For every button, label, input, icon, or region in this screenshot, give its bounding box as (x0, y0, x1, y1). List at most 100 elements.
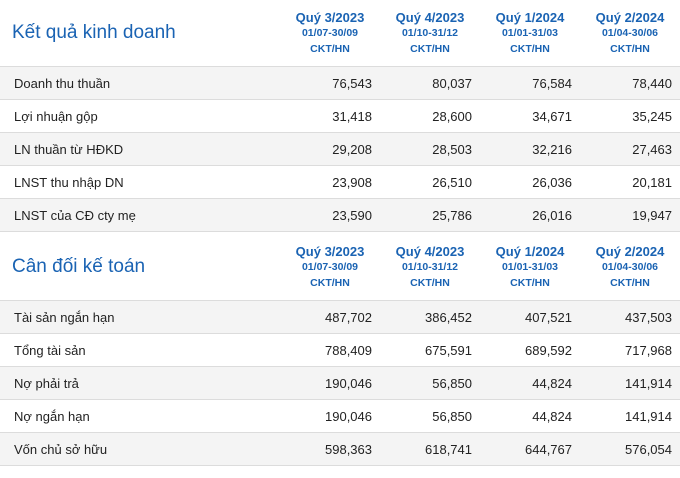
column-header-q2-2024[interactable]: Quý 2/2024 01/04-30/06 CKT/HN (580, 0, 680, 66)
row-label: LNST thu nhập DN (14, 174, 124, 190)
business-results-header: Kết quả kinh doanh Quý 3/2023 01/07-30/0… (0, 0, 680, 66)
column-unit: CKT/HN (310, 276, 350, 289)
column-quarter: Quý 4/2023 (395, 9, 465, 25)
column-quarter: Quý 1/2024 (495, 243, 565, 259)
column-range: 01/01-31/03 (501, 26, 559, 39)
column-range: 01/07-30/09 (301, 26, 359, 39)
row-value: 675,591 (425, 342, 472, 358)
column-range: 01/04-30/06 (601, 260, 659, 273)
row-value: 76,543 (332, 75, 372, 91)
row-value: 28,503 (432, 141, 472, 157)
business-results-title: Kết quả kinh doanh (12, 22, 176, 43)
column-quarter: Quý 3/2023 (295, 243, 365, 259)
column-header-q1-2024[interactable]: Quý 1/2024 01/01-31/03 CKT/HN (480, 0, 580, 66)
column-unit: CKT/HN (610, 42, 650, 55)
row-value: 190,046 (325, 375, 372, 391)
row-value: 26,036 (532, 174, 572, 190)
row-value: 32,216 (532, 141, 572, 157)
row-value: 25,786 (432, 207, 472, 223)
table-row[interactable]: LN thuần từ HĐKD 29,208 28,503 32,216 27… (0, 132, 680, 165)
row-value: 386,452 (425, 309, 472, 325)
row-value: 44,824 (532, 375, 572, 391)
column-quarter: Quý 1/2024 (495, 9, 565, 25)
row-value: 26,510 (432, 174, 472, 190)
row-value: 44,824 (532, 408, 572, 424)
balance-sheet-header: Cân đối kế toán Quý 3/2023 01/07-30/09 C… (0, 234, 680, 300)
table-row[interactable]: Tổng tài sản 788,409 675,591 689,592 717… (0, 333, 680, 366)
row-value: 190,046 (325, 408, 372, 424)
row-value: 788,409 (325, 342, 372, 358)
row-label: Vốn chủ sở hữu (14, 441, 108, 457)
row-value: 35,245 (632, 108, 672, 124)
row-value: 23,590 (332, 207, 372, 223)
table-row[interactable]: Lợi nhuận gộp 31,418 28,600 34,671 35,24… (0, 99, 680, 132)
column-unit: CKT/HN (610, 276, 650, 289)
column-header-q4-2023[interactable]: Quý 4/2023 01/10-31/12 CKT/HN (380, 0, 480, 66)
row-value: 644,767 (525, 441, 572, 457)
table-row[interactable]: Doanh thu thuần 76,543 80,037 76,584 78,… (0, 66, 680, 99)
table-row[interactable]: LNST thu nhập DN 23,908 26,510 26,036 20… (0, 165, 680, 198)
table-row[interactable]: Nợ phải trả 190,046 56,850 44,824 141,91… (0, 366, 680, 399)
column-quarter: Quý 2/2024 (595, 243, 665, 259)
row-value: 141,914 (625, 408, 672, 424)
column-unit: CKT/HN (310, 42, 350, 55)
row-value: 141,914 (625, 375, 672, 391)
row-value: 689,592 (525, 342, 572, 358)
business-results-section: Kết quả kinh doanh Quý 3/2023 01/07-30/0… (0, 0, 680, 232)
column-unit: CKT/HN (510, 276, 550, 289)
table-row[interactable]: LNST của CĐ cty mẹ 23,590 25,786 26,016 … (0, 198, 680, 232)
table-row[interactable]: Tài sản ngắn hạn 487,702 386,452 407,521… (0, 300, 680, 333)
column-quarter: Quý 3/2023 (295, 9, 365, 25)
row-value: 34,671 (532, 108, 572, 124)
column-unit: CKT/HN (510, 42, 550, 55)
row-value: 19,947 (632, 207, 672, 223)
row-label: Doanh thu thuần (14, 75, 111, 91)
row-value: 576,054 (625, 441, 672, 457)
row-value: 56,850 (432, 408, 472, 424)
balance-sheet-section: Cân đối kế toán Quý 3/2023 01/07-30/09 C… (0, 234, 680, 466)
row-value: 26,016 (532, 207, 572, 223)
row-label: Nợ ngắn hạn (14, 408, 90, 424)
row-value: 31,418 (332, 108, 372, 124)
balance-sheet-title: Cân đối kế toán (12, 256, 146, 277)
row-value: 78,440 (632, 75, 672, 91)
row-label: Lợi nhuận gộp (14, 108, 98, 124)
row-value: 487,702 (325, 309, 372, 325)
column-header-q3-2023[interactable]: Quý 3/2023 01/07-30/09 CKT/HN (280, 0, 380, 66)
column-range: 01/10-31/12 (401, 26, 459, 39)
row-label: LN thuần từ HĐKD (14, 141, 124, 157)
table-row[interactable]: Nợ ngắn hạn 190,046 56,850 44,824 141,91… (0, 399, 680, 432)
row-value: 27,463 (632, 141, 672, 157)
row-label: Nợ phải trả (14, 375, 79, 391)
column-range: 01/10-31/12 (401, 260, 459, 273)
column-header-q1-2024[interactable]: Quý 1/2024 01/01-31/03 CKT/HN (480, 234, 580, 300)
row-label: LNST của CĐ cty mẹ (14, 207, 136, 223)
column-quarter: Quý 4/2023 (395, 243, 465, 259)
row-label: Tổng tài sản (14, 342, 86, 358)
row-value: 20,181 (632, 174, 672, 190)
column-header-q2-2024[interactable]: Quý 2/2024 01/04-30/06 CKT/HN (580, 234, 680, 300)
row-value: 76,584 (532, 75, 572, 91)
row-value: 80,037 (432, 75, 472, 91)
column-header-q3-2023[interactable]: Quý 3/2023 01/07-30/09 CKT/HN (280, 234, 380, 300)
row-value: 23,908 (332, 174, 372, 190)
column-header-q4-2023[interactable]: Quý 4/2023 01/10-31/12 CKT/HN (380, 234, 480, 300)
row-value: 29,208 (332, 141, 372, 157)
column-quarter: Quý 2/2024 (595, 9, 665, 25)
table-row[interactable]: Vốn chủ sở hữu 598,363 618,741 644,767 5… (0, 432, 680, 466)
row-value: 56,850 (432, 375, 472, 391)
column-unit: CKT/HN (410, 42, 450, 55)
column-range: 01/04-30/06 (601, 26, 659, 39)
column-range: 01/07-30/09 (301, 260, 359, 273)
column-unit: CKT/HN (410, 276, 450, 289)
column-range: 01/01-31/03 (501, 260, 559, 273)
row-value: 598,363 (325, 441, 372, 457)
row-value: 437,503 (625, 309, 672, 325)
business-results-table: Doanh thu thuần 76,543 80,037 76,584 78,… (0, 66, 680, 232)
row-label: Tài sản ngắn hạn (14, 309, 115, 325)
row-value: 618,741 (425, 441, 472, 457)
row-value: 407,521 (525, 309, 572, 325)
row-value: 717,968 (625, 342, 672, 358)
row-value: 28,600 (432, 108, 472, 124)
balance-sheet-table: Tài sản ngắn hạn 487,702 386,452 407,521… (0, 300, 680, 466)
